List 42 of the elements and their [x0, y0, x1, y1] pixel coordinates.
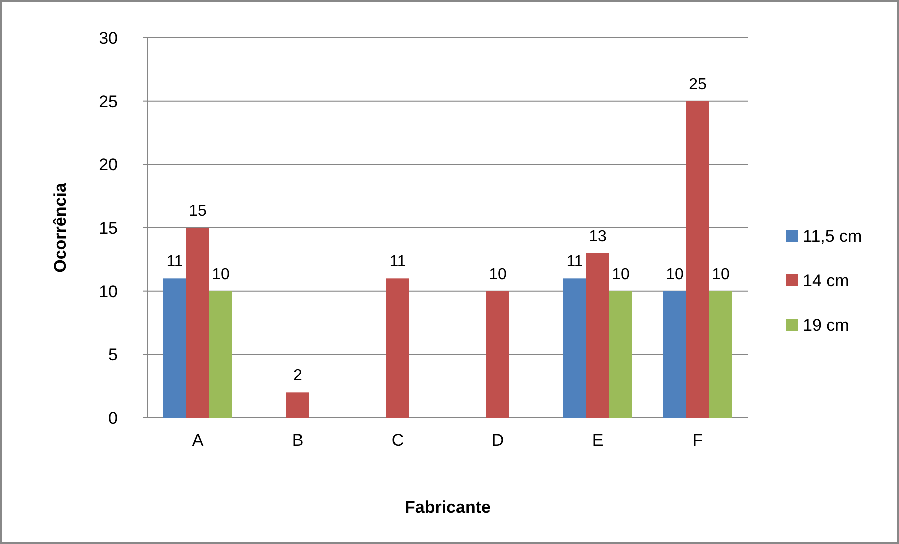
data-label: 11 [566, 254, 584, 271]
data-label: 10 [666, 266, 684, 284]
x-axis-title: Fabricante [405, 498, 491, 517]
legend-label: 14 cm [803, 271, 850, 290]
data-label: 2 [294, 368, 303, 385]
bar [286, 392, 310, 418]
bar [486, 291, 510, 418]
data-label: 10 [489, 266, 507, 284]
bar [210, 291, 232, 418]
data-label: 11 [166, 254, 184, 271]
legend-label: 19 cm [803, 316, 850, 335]
y-axis-title: Ocorrência [50, 182, 70, 273]
x-tick-label: E [592, 430, 604, 450]
x-tick-label: D [492, 430, 504, 450]
bar [710, 291, 732, 418]
bar [164, 278, 186, 418]
y-tick-label: 5 [108, 346, 118, 365]
y-tick-label: 15 [99, 218, 118, 238]
data-label: 10 [212, 266, 230, 284]
y-tick-label: 10 [99, 282, 118, 302]
x-tick-label: A [192, 430, 204, 450]
y-tick-label: 0 [108, 408, 118, 428]
x-tick-label: B [292, 430, 304, 450]
data-label: 11 [390, 254, 406, 271]
data-label: 13 [589, 228, 607, 246]
data-label: 10 [712, 266, 730, 284]
bar [586, 253, 610, 418]
y-tick-label: 20 [99, 156, 118, 175]
x-tick-label: C [392, 430, 404, 450]
data-label: 25 [689, 76, 707, 94]
bar [386, 278, 410, 418]
y-tick-label: 25 [99, 92, 118, 112]
bar [186, 228, 210, 418]
bar [664, 291, 686, 418]
bar [610, 291, 632, 418]
data-label: 10 [612, 266, 630, 284]
x-tick-label: F [692, 430, 704, 450]
bar [686, 101, 710, 418]
bar [564, 278, 586, 418]
y-tick-label: 30 [99, 28, 118, 48]
legend-label: 11,5 cm [803, 226, 862, 246]
data-label: 15 [189, 203, 207, 220]
